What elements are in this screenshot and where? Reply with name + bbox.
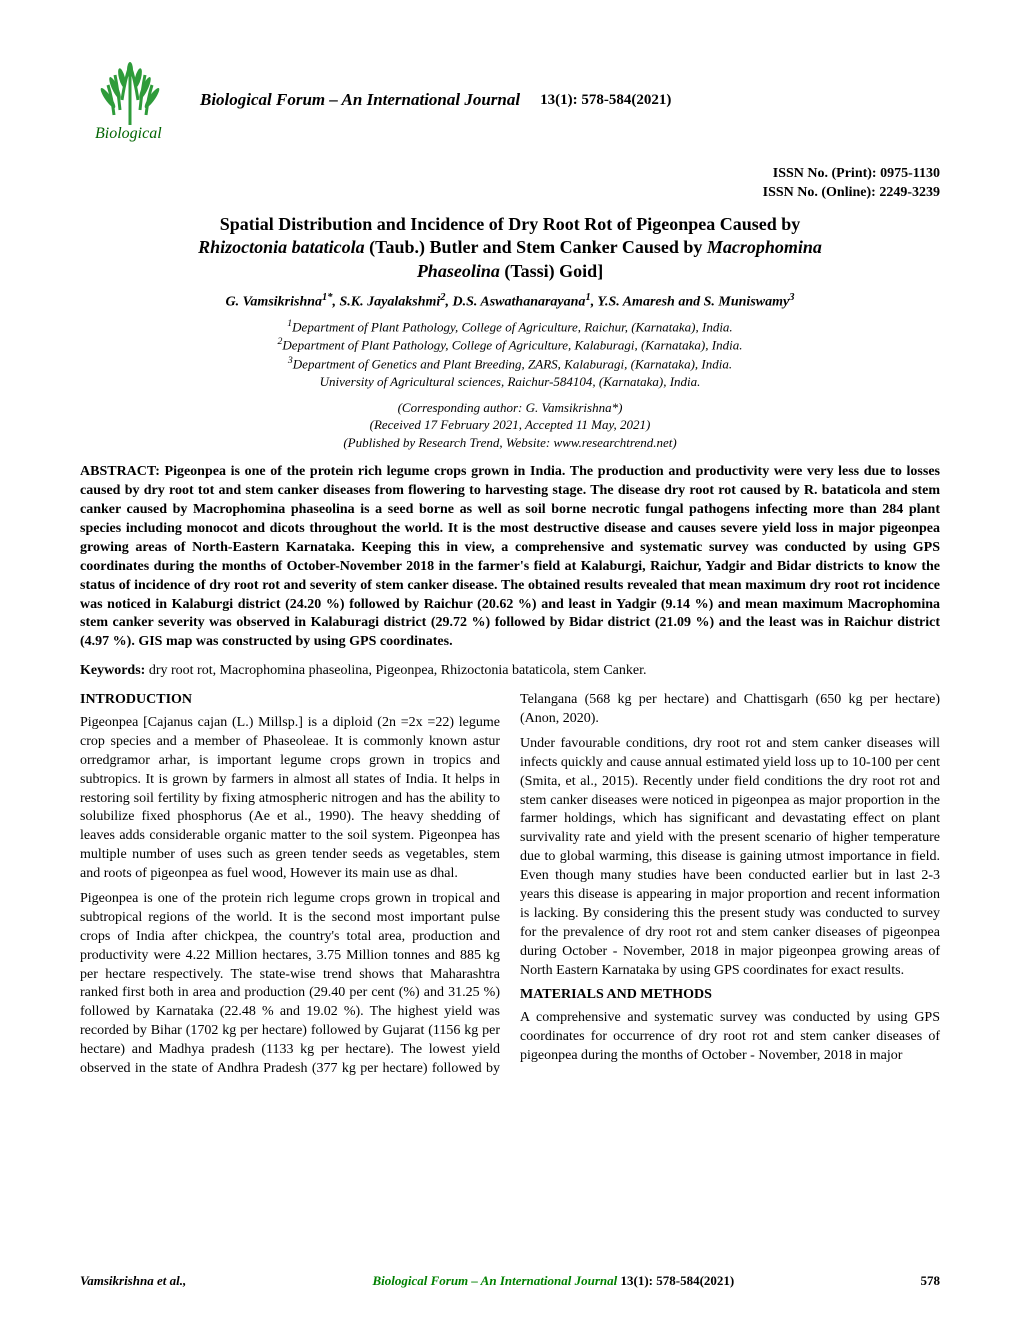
- intro-heading: INTRODUCTION: [80, 691, 500, 710]
- affiliations: 1Department of Plant Pathology, College …: [80, 317, 940, 391]
- page-number: 578: [920, 1272, 940, 1290]
- keywords-label: Keywords:: [80, 663, 149, 678]
- body-text: INTRODUCTION Pigeonpea [Cajanus cajan (L…: [80, 691, 940, 1079]
- mm-heading: MATERIALS AND METHODS: [520, 986, 940, 1005]
- title-mid: (Taub.) Butler and Stem Canker Caused by: [365, 237, 707, 257]
- intro-p1: Pigeonpea [Cajanus cajan (L.) Millsp.] i…: [80, 714, 500, 884]
- mm-p1: A comprehensive and systematic survey wa…: [520, 1009, 940, 1066]
- publisher: (Published by Research Trend, Website: w…: [343, 435, 676, 450]
- affil-4: University of Agricultural sciences, Rai…: [320, 374, 701, 389]
- journal-logo: Biological: [80, 50, 180, 150]
- title-end: (Tassi) Goid]: [500, 261, 603, 281]
- corr-author: (Corresponding author: G. Vamsikrishna*): [398, 400, 623, 415]
- affil-2: Department of Plant Pathology, College o…: [282, 338, 742, 353]
- dates: (Received 17 February 2021, Accepted 11 …: [370, 417, 651, 432]
- footer-issue: 13(1): 578-584(2021): [617, 1273, 734, 1288]
- authors: G. Vamsikrishna1*, S.K. Jayalakshmi2, D.…: [80, 291, 940, 313]
- correspondence: (Corresponding author: G. Vamsikrishna*)…: [80, 399, 940, 452]
- issn-print: ISSN No. (Print): 0975-1130: [80, 165, 940, 184]
- intro-p3: Under favourable conditions, dry root ro…: [520, 735, 940, 981]
- header: Biological Biological Forum – An Interna…: [80, 50, 940, 150]
- journal-name: Biological Forum – An International Jour…: [200, 89, 520, 112]
- abstract-text: Pigeonpea is one of the protein rich leg…: [80, 464, 940, 649]
- issn-block: ISSN No. (Print): 0975-1130 ISSN No. (On…: [80, 165, 940, 203]
- affil-3: Department of Genetics and Plant Breedin…: [293, 357, 732, 372]
- abstract-label: ABSTRACT:: [80, 464, 165, 479]
- footer-authors: Vamsikrishna et al.,: [80, 1272, 186, 1290]
- footer: Vamsikrishna et al., Biological Forum – …: [80, 1272, 940, 1290]
- footer-journal: Biological Forum – An International Jour…: [372, 1273, 617, 1288]
- affil-1: Department of Plant Pathology, College o…: [292, 319, 733, 334]
- issue-info: 13(1): 578-584(2021): [540, 90, 671, 110]
- keywords-text: dry root rot, Macrophomina phaseolina, P…: [149, 663, 647, 678]
- keywords: Keywords: dry root rot, Macrophomina pha…: [80, 662, 940, 681]
- svg-text:Biological: Biological: [95, 125, 162, 142]
- article-title: Spatial Distribution and Incidence of Dr…: [80, 213, 940, 283]
- title-species3: Phaseolina: [417, 261, 500, 281]
- abstract: ABSTRACT: Pigeonpea is one of the protei…: [80, 463, 940, 652]
- title-species1: Rhizoctonia bataticola: [198, 237, 365, 257]
- title-species2: Macrophomina: [707, 237, 822, 257]
- title-line1: Spatial Distribution and Incidence of Dr…: [220, 214, 801, 234]
- issn-online: ISSN No. (Online): 2249-3239: [80, 184, 940, 203]
